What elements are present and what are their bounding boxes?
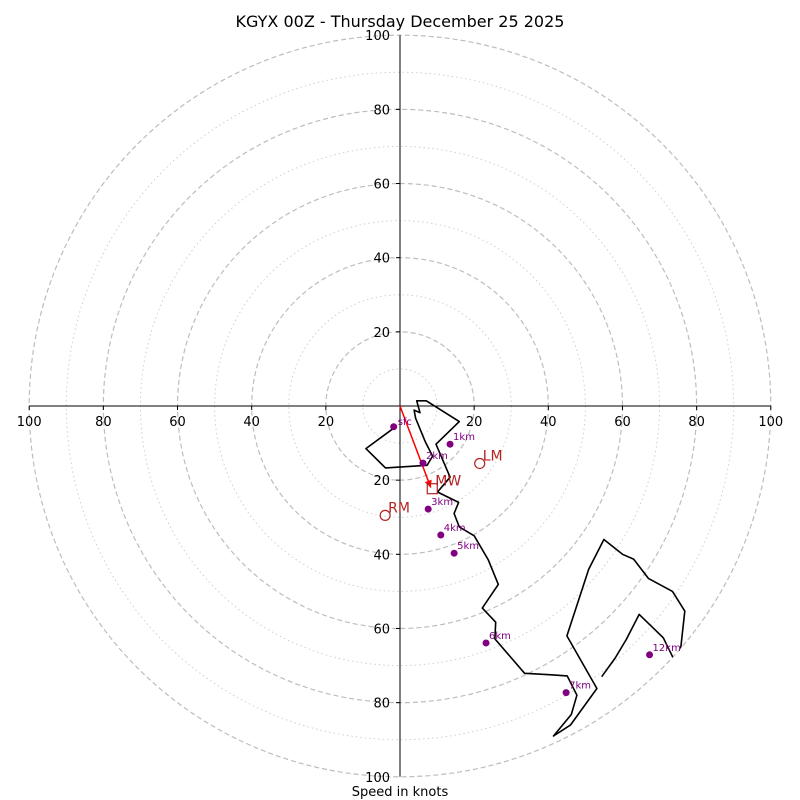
y-tick-label: 80 [373, 697, 390, 712]
height-label-4km: 4km [444, 523, 466, 534]
height-marker-7km [562, 689, 570, 697]
x-tick-label: 100 [758, 415, 783, 430]
y-tick-label: 60 [373, 622, 390, 637]
height-marker-2km [419, 459, 427, 467]
height-marker-1km [446, 440, 454, 448]
shear-vector-line [399, 405, 432, 488]
y-tick-label-top: 100 [365, 29, 390, 44]
height-label-3km: 3km [431, 497, 453, 508]
x-tick-label: 80 [95, 415, 112, 430]
x-tick-label: 40 [540, 415, 557, 430]
x-tick-label: 20 [466, 415, 483, 430]
storm-motion-markers: LM RM MW [379, 448, 503, 521]
x-tick-label: 60 [169, 415, 186, 430]
y-tick-label-bottom: 100 [365, 771, 390, 786]
x-axis-label: Speed in knots [352, 785, 449, 800]
y-tick-label: 20 [373, 474, 390, 489]
x-tick-label: 60 [614, 415, 631, 430]
hodograph-line [365, 399, 687, 737]
height-marker-6km [482, 639, 490, 647]
hodograph-trace [365, 399, 687, 737]
height-marker-4km [437, 531, 445, 539]
height-marker-5km [450, 549, 458, 557]
height-label-2km: 2km [426, 451, 448, 462]
y-tick-label: 40 [373, 252, 390, 267]
storm-marker-lm [474, 457, 486, 470]
storm-label-lm: LM [483, 448, 503, 464]
tick-labels: 100 80 60 40 20 20 40 60 80 100 80 60 40 20 20 40 60 80 10… [17, 29, 783, 786]
storm-marker-mw [426, 483, 438, 495]
sfc-label: sfc [398, 417, 412, 428]
y-tick-label: 20 [373, 326, 390, 341]
height-label-7km: 7km [569, 681, 591, 692]
sfc-marker [390, 423, 398, 431]
storm-label-mw: MW [435, 474, 461, 490]
height-marker-12km [646, 651, 654, 659]
height-markers: sfc 1km 2km 3km 4km 5km 6km 7km 12km [390, 417, 681, 697]
storm-label-rm: RM [388, 500, 410, 516]
storm-marker-rm [379, 509, 391, 521]
height-label-6km: 6km [489, 631, 511, 642]
height-label-12km: 12km [653, 643, 681, 654]
y-tick-label: 60 [373, 178, 390, 193]
height-marker-3km [424, 505, 432, 513]
x-tick-label: 40 [243, 415, 260, 430]
x-tick-label: 20 [318, 415, 335, 430]
x-tick-label: 100 [17, 415, 42, 430]
y-tick-label: 80 [373, 103, 390, 118]
height-label-1km: 1km [453, 432, 475, 443]
height-label-5km: 5km [457, 541, 479, 552]
x-tick-label: 80 [688, 415, 705, 430]
y-tick-label: 40 [373, 548, 390, 563]
chart-title: KGYX 00Z - Thursday December 25 2025 [236, 12, 565, 31]
